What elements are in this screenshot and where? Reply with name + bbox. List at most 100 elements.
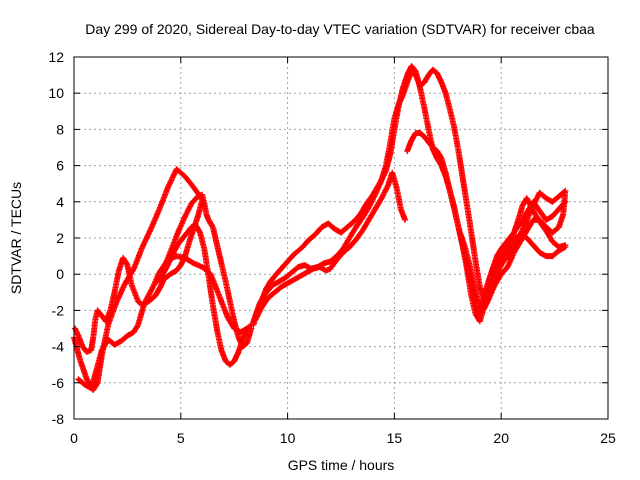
data-point	[274, 275, 276, 277]
data-point	[184, 175, 186, 178]
data-point	[293, 253, 295, 256]
data-point	[406, 150, 409, 152]
data-point	[498, 268, 500, 270]
data-point	[526, 219, 528, 221]
data-point	[489, 287, 492, 290]
data-point	[81, 345, 84, 348]
data-point	[500, 248, 503, 250]
data-point	[449, 190, 451, 192]
data-point	[361, 230, 364, 232]
data-point	[483, 307, 485, 310]
data-point	[83, 383, 86, 386]
data-point	[457, 150, 460, 152]
data-point	[92, 389, 94, 391]
series-trace-a	[71, 166, 206, 393]
data-point	[532, 204, 534, 207]
data-point	[229, 363, 231, 366]
data-point	[101, 315, 103, 317]
data-point	[419, 132, 421, 134]
data-point	[286, 260, 289, 263]
data-point	[521, 220, 524, 223]
data-point	[468, 262, 471, 265]
data-point	[77, 378, 80, 381]
data-point	[558, 226, 560, 228]
series-markers	[250, 66, 569, 325]
data-point	[440, 81, 443, 84]
data-point	[312, 268, 315, 270]
data-point	[303, 264, 306, 266]
data-point	[481, 309, 483, 312]
data-point	[118, 269, 120, 272]
data-point	[199, 231, 201, 234]
data-point	[286, 282, 289, 285]
data-point	[233, 360, 235, 362]
data-point	[107, 338, 109, 341]
data-point	[459, 233, 462, 236]
data-point	[77, 334, 80, 337]
data-point	[86, 378, 88, 381]
axis-tick-labels: 0 5 10 15 20 25 -8 -6 -4 -2 0 2 4 6 8 10 12	[48, 49, 616, 446]
data-point	[137, 300, 139, 303]
data-point	[291, 271, 293, 274]
series-trace-f	[252, 169, 409, 323]
data-point	[101, 349, 103, 352]
data-point	[485, 298, 488, 301]
series-markers	[71, 166, 206, 393]
data-point	[397, 103, 400, 105]
data-point	[329, 260, 332, 263]
data-point	[212, 304, 214, 306]
data-point	[167, 186, 169, 189]
data-point	[115, 300, 118, 303]
data-point	[335, 258, 338, 261]
data-point	[224, 360, 227, 362]
data-point	[197, 195, 199, 198]
series-markers	[252, 169, 409, 323]
data-point	[306, 271, 308, 274]
data-point	[551, 201, 554, 203]
data-point	[423, 135, 426, 138]
data-point	[327, 222, 330, 225]
data-point	[197, 215, 199, 218]
x-tick-label: 15	[387, 430, 403, 446]
data-point	[415, 74, 417, 76]
data-point	[246, 327, 248, 330]
data-point	[321, 226, 323, 228]
data-point	[432, 146, 434, 149]
data-point	[457, 226, 460, 228]
data-point	[491, 268, 494, 270]
data-point	[558, 195, 560, 198]
data-point	[237, 336, 240, 339]
data-point	[203, 248, 206, 250]
y-tick-label: 12	[48, 49, 64, 65]
data-point	[246, 342, 248, 344]
data-point	[323, 262, 325, 265]
data-point	[423, 81, 426, 84]
y-tick-label: 4	[56, 194, 64, 210]
data-point	[278, 280, 280, 283]
data-point	[506, 255, 509, 257]
data-point	[113, 291, 116, 294]
data-point	[348, 246, 351, 248]
data-point	[551, 215, 554, 218]
data-point	[538, 210, 541, 212]
data-point	[308, 239, 310, 241]
data-point	[250, 327, 253, 330]
data-point	[180, 264, 182, 266]
data-point	[359, 213, 362, 216]
y-tick-label: 6	[56, 158, 64, 174]
data-point	[545, 226, 547, 228]
data-point	[400, 208, 402, 210]
data-point	[502, 260, 505, 263]
data-point	[184, 215, 186, 218]
data-point	[436, 150, 438, 152]
data-point	[113, 344, 116, 346]
data-point	[297, 266, 300, 268]
data-point	[175, 168, 178, 170]
data-point	[154, 295, 156, 297]
data-point	[474, 306, 477, 308]
data-point	[410, 65, 413, 67]
data-point	[355, 239, 357, 241]
data-point	[545, 219, 547, 221]
data-point	[109, 309, 112, 312]
